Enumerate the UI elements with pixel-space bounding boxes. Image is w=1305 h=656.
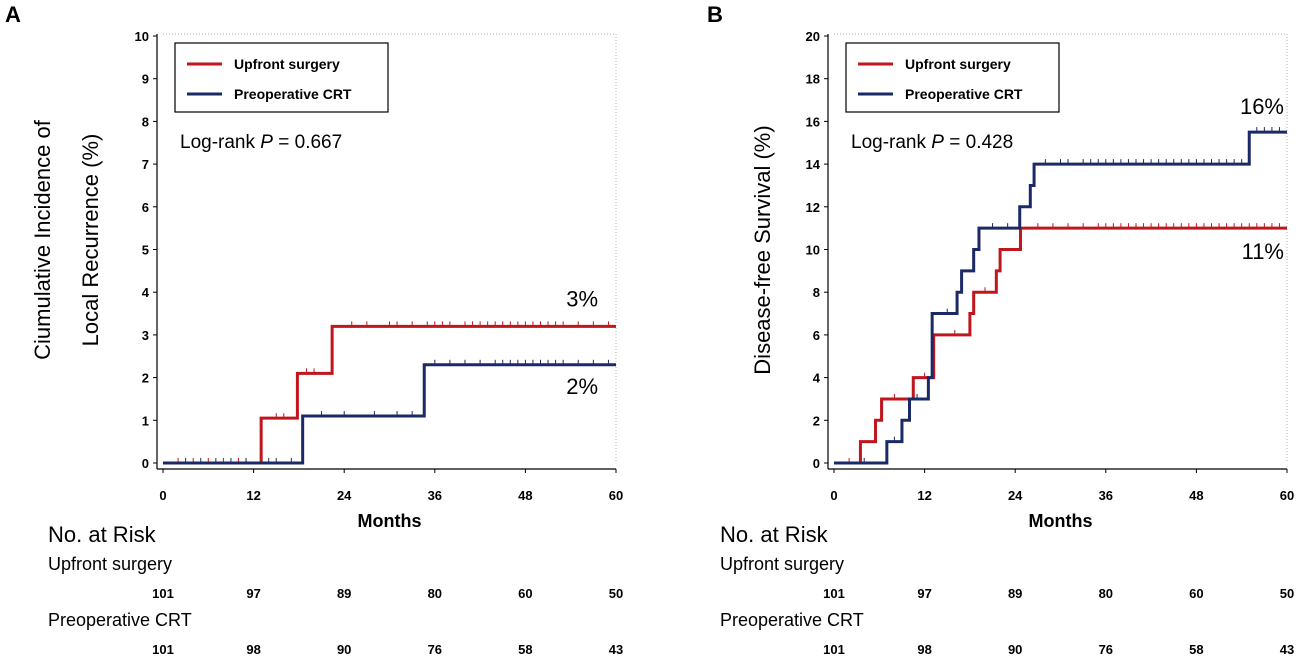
y-tick-label: 16 [806, 114, 820, 129]
x-tick-label: 60 [609, 488, 623, 503]
y-tick-label: 10 [135, 29, 149, 44]
risk-value: 101 [152, 642, 174, 656]
risk-value: 60 [1189, 586, 1203, 601]
log-rank-annotation: Log-rank P = 0.428 [851, 132, 1013, 153]
y-tick-label: 10 [806, 243, 820, 258]
legend: Upfront surgery Preoperative CRT [845, 42, 1060, 113]
legend: Upfront surgery Preoperative CRT [174, 42, 389, 113]
risk-value: 58 [1189, 642, 1203, 656]
risk-value: 97 [917, 586, 931, 601]
risk-value: 43 [609, 642, 623, 656]
x-tick-label: 24 [337, 488, 352, 503]
y-tick-label: 4 [142, 285, 150, 300]
y-tick-label: 1 [142, 413, 149, 428]
risk-value: 60 [518, 586, 532, 601]
y-axis-title: Disease-free Survival (%) [750, 125, 775, 374]
y-tick-label: 9 [142, 72, 149, 87]
risk-value: 76 [1099, 642, 1113, 656]
y-tick-label: 18 [806, 72, 820, 87]
y-tick-label: 6 [142, 200, 149, 215]
x-tick-label: 0 [830, 488, 837, 503]
panel-letter: A [5, 2, 21, 27]
end-label-upfront-surgery: 11% [1242, 239, 1284, 264]
series-line-preoperative-crt [163, 363, 616, 465]
risk-value: 98 [246, 642, 260, 656]
risk-table-title: No. at Risk [720, 522, 829, 547]
series-line-preoperative-crt [834, 130, 1287, 465]
risk-value: 97 [246, 586, 260, 601]
x-axis-title: Months [358, 511, 422, 531]
y-axis-title: Local Recurrence (%) [78, 134, 103, 347]
x-tick-label: 60 [1280, 488, 1294, 503]
legend-box [174, 42, 389, 113]
y-tick-label: 8 [142, 114, 149, 129]
y-axis-title: Ciumulative Incidence of [30, 119, 55, 360]
log-rank-annotation: Log-rank P = 0.667 [180, 132, 342, 153]
legend-label: Preoperative CRT [905, 86, 1023, 102]
risk-value: 90 [337, 642, 351, 656]
x-tick-label: 36 [428, 488, 442, 503]
end-label-preoperative-crt: 16% [1240, 94, 1284, 119]
x-axis-title: Months [1029, 511, 1093, 531]
x-tick-label: 48 [1189, 488, 1203, 503]
y-tick-label: 3 [142, 328, 149, 343]
risk-value: 98 [917, 642, 931, 656]
risk-table-title: No. at Risk [48, 522, 157, 547]
y-tick-label: 0 [142, 456, 149, 471]
risk-value: 50 [1280, 586, 1294, 601]
risk-value: 101 [823, 586, 845, 601]
risk-value: 89 [1008, 586, 1022, 601]
legend-box [845, 42, 1060, 113]
risk-group-label: Preoperative CRT [720, 610, 864, 630]
y-tick-label: 7 [142, 157, 149, 172]
x-tick-label: 12 [246, 488, 260, 503]
risk-value: 101 [152, 586, 174, 601]
risk-value: 80 [428, 586, 442, 601]
x-tick-label: 24 [1008, 488, 1023, 503]
risk-group-label: Upfront surgery [48, 554, 172, 574]
y-tick-label: 2 [813, 413, 820, 428]
y-tick-label: 6 [813, 328, 820, 343]
x-tick-label: 12 [917, 488, 931, 503]
risk-table-b: No. at Risk Upfront surgery 101 97 89 80 60 50 P… [720, 522, 1294, 656]
legend-label: Upfront surgery [905, 56, 1011, 72]
y-tick-label: 8 [813, 285, 820, 300]
risk-value: 80 [1099, 586, 1113, 601]
y-tick-label: 2 [142, 371, 149, 386]
series-line-upfront-surgery [163, 324, 616, 465]
risk-value: 76 [428, 642, 442, 656]
risk-group-label: Upfront surgery [720, 554, 844, 574]
panel-letter: B [707, 2, 723, 27]
legend-label: Preoperative CRT [234, 86, 352, 102]
series-line-upfront-surgery [834, 226, 1287, 465]
risk-value: 90 [1008, 642, 1022, 656]
end-label-upfront-surgery: 3% [566, 286, 598, 311]
risk-group-label: Preoperative CRT [48, 610, 192, 630]
x-tick-label: 48 [518, 488, 532, 503]
risk-value: 50 [609, 586, 623, 601]
y-tick-label: 20 [806, 29, 820, 44]
x-tick-label: 0 [159, 488, 166, 503]
risk-value: 89 [337, 586, 351, 601]
legend-label: Upfront surgery [234, 56, 340, 72]
risk-value: 43 [1280, 642, 1294, 656]
x-tick-label: 36 [1099, 488, 1113, 503]
risk-value: 58 [518, 642, 532, 656]
risk-table-a: No. at Risk Upfront surgery 101 97 89 80 60 50 P… [48, 522, 623, 656]
end-label-preoperative-crt: 2% [566, 374, 598, 399]
y-tick-label: 4 [813, 371, 821, 386]
y-tick-label: 5 [142, 243, 149, 258]
y-tick-label: 14 [806, 157, 821, 172]
y-tick-label: 0 [813, 456, 820, 471]
y-tick-label: 12 [806, 200, 820, 215]
risk-value: 101 [823, 642, 845, 656]
